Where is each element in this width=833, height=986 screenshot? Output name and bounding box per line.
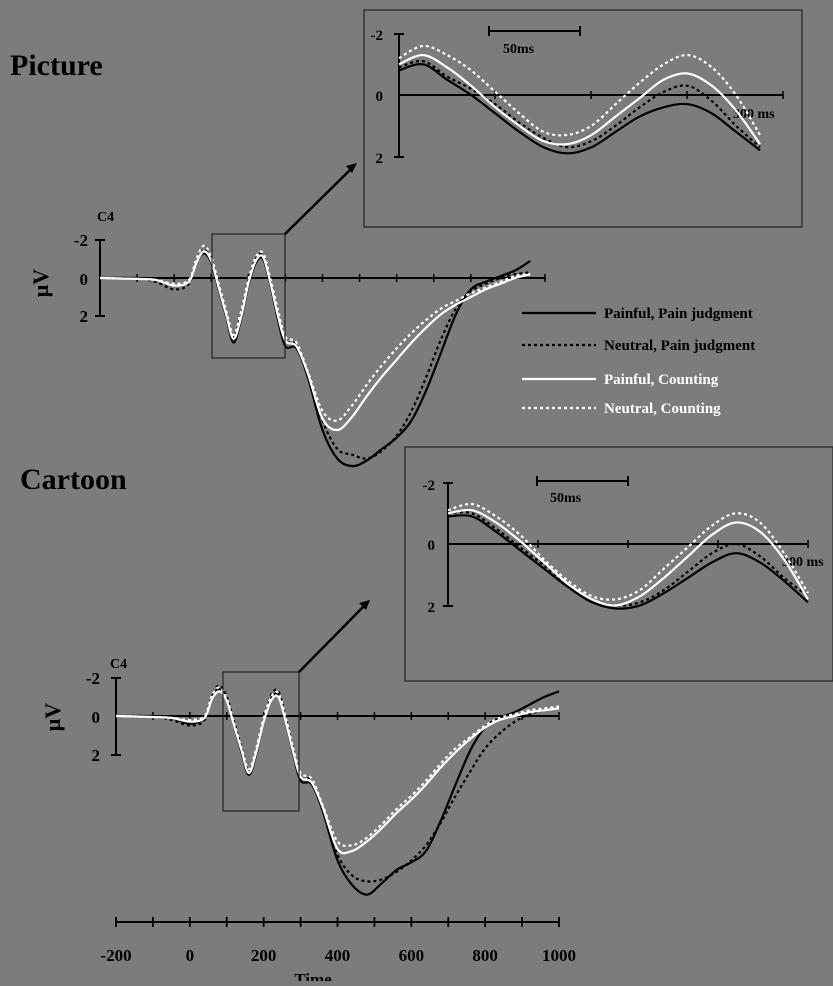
ytick-cartoon-0: 0 [92,708,101,727]
inset-ytick-cartoon-2: 2 [428,600,436,616]
inset-scale-label-picture: 50ms [503,42,535,57]
time-axis-tick-label: 1000 [542,946,576,965]
ylabel-cartoon: μV [40,703,65,731]
time-axis-tick-label: 600 [399,946,425,965]
time-axis-tick-label: 400 [325,946,351,965]
time-axis-title: Time [294,970,332,981]
ylabel-picture: μV [28,269,53,297]
channel-label-picture: C4 [97,210,114,225]
time-axis-tick-label: 200 [251,946,277,965]
ytick-cartoon-2: 2 [92,746,101,765]
ytick-picture-0: 0 [80,270,89,289]
time-axis-tick-label: 800 [472,946,498,965]
inset-ytick-cartoon-0: 0 [428,538,436,554]
inset-ytick-cartoon-neg2: -2 [423,478,436,494]
ytick-picture-2: 2 [80,307,89,326]
ytick-picture-neg2: -2 [74,231,88,250]
legend-label-painful-pain: Painful, Pain judgment [604,306,753,322]
inset-ytick-picture-neg2: -2 [371,28,384,44]
time-axis-tick-label: -200 [100,946,131,965]
legend-label-neutral-pain: Neutral, Pain judgment [604,338,755,354]
inset-scale-label-cartoon: 50ms [550,491,582,506]
panel-title-cartoon: Cartoon [20,463,127,496]
legend-label-painful-counting: Painful, Counting [604,372,719,388]
ytick-cartoon-neg2: -2 [86,669,100,688]
channel-label-cartoon: C4 [110,657,127,672]
panel-title-picture: Picture [10,49,103,82]
time-axis-tick-label: 0 [186,946,195,965]
legend-label-neutral-counting: Neutral, Counting [604,401,721,417]
inset-ytick-picture-2: 2 [376,151,384,167]
inset-ytick-picture-0: 0 [376,89,384,105]
